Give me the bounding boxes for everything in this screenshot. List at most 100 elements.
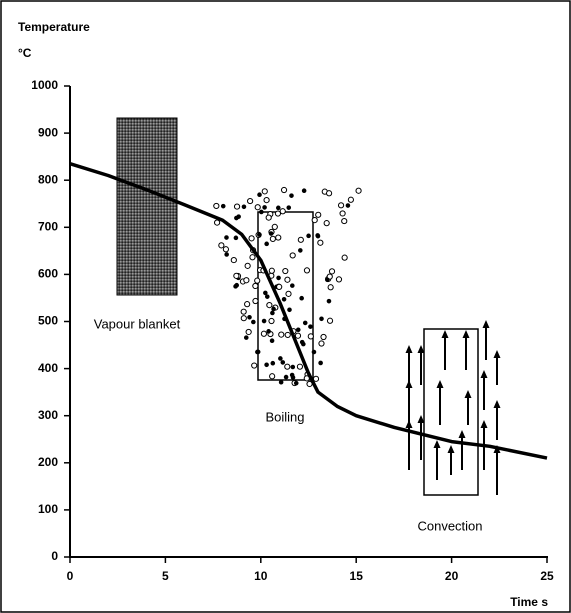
bubble [271,306,276,312]
bubble [284,331,291,339]
bubble [303,267,311,274]
bubble [264,362,269,368]
bubble [289,372,295,378]
y-tick-label: 100 [38,502,58,516]
bubble [319,316,324,322]
arrow-head [482,320,490,328]
bubble [261,188,268,195]
bubble [230,256,237,264]
bubble [315,233,320,238]
y-tick-label: 800 [38,172,58,186]
arrow-head [436,380,444,388]
bubble [251,319,256,325]
annotation: Boiling [265,409,304,424]
bubble [318,340,325,347]
bubble [213,219,221,226]
bubble [282,267,289,275]
bubble [323,220,330,227]
bubble [260,330,268,337]
bubble [341,217,348,225]
bubble [269,373,276,380]
bubble [297,236,304,243]
bubble [218,242,225,249]
arrow-head [447,445,455,453]
bubble [301,188,307,194]
bubble [224,235,229,240]
bubble [293,380,299,386]
arrow-head [458,430,466,438]
bubble [249,254,256,261]
bubble [280,186,288,194]
bubble [251,362,258,369]
bubble [290,283,295,288]
bubble [283,374,289,380]
bubble [347,196,354,203]
bubble [315,211,322,218]
bubble [254,277,261,284]
bubble [269,338,275,344]
arrow-head [433,440,441,448]
arrow-head [462,330,470,338]
x-tick-label: 20 [445,569,459,583]
bubble [326,298,332,304]
bubble [270,360,276,366]
bubble [281,296,287,302]
bubble [244,262,251,269]
y-tick-label: 300 [38,408,58,422]
bubble [311,349,317,355]
bubble [269,235,276,242]
convection-region [423,328,479,496]
bubble [326,317,334,324]
bubble [298,248,303,253]
bubble [355,187,362,194]
bubble [213,202,220,210]
bubble [240,315,247,322]
bubble [285,290,292,297]
y-tick-label: 500 [38,314,58,328]
bubble [264,294,270,299]
bubble [233,272,240,279]
bubble [325,277,330,283]
bubble [284,276,291,283]
bubble [286,205,292,210]
vapour-region [116,117,178,296]
bubble [261,318,267,324]
bubble [337,202,345,209]
bubble [335,276,343,283]
bubble [268,267,275,274]
bubble [268,231,274,236]
bubble [271,223,278,230]
bubble [266,302,273,309]
x-axis-label: Time s [510,595,548,609]
bubble [278,379,284,385]
bubble [243,277,250,284]
bubble [278,356,283,361]
bubble [224,252,229,257]
bubble [295,327,301,333]
bubble [247,315,252,320]
arrow-head [493,400,501,408]
bubble [263,290,268,296]
bubble [262,205,267,210]
bubble [241,204,247,210]
bubble [222,246,230,253]
bubble [244,301,251,308]
bubble [263,196,270,204]
bubble [247,197,254,205]
y-axis-unit: °C [18,46,32,60]
x-tick-label: 10 [254,569,268,583]
bubble [276,283,283,291]
bubble [254,204,261,211]
bubble [327,284,334,291]
bubble [302,320,308,326]
bubble [289,193,294,198]
bubble [275,234,282,241]
bubble [233,235,239,241]
bubble [276,205,281,211]
bubble [345,203,351,208]
arrow-head [493,350,501,358]
annotation: Vapour blanket [94,316,181,331]
bubble [243,335,249,340]
bubble [259,209,264,215]
bubble [220,203,226,209]
